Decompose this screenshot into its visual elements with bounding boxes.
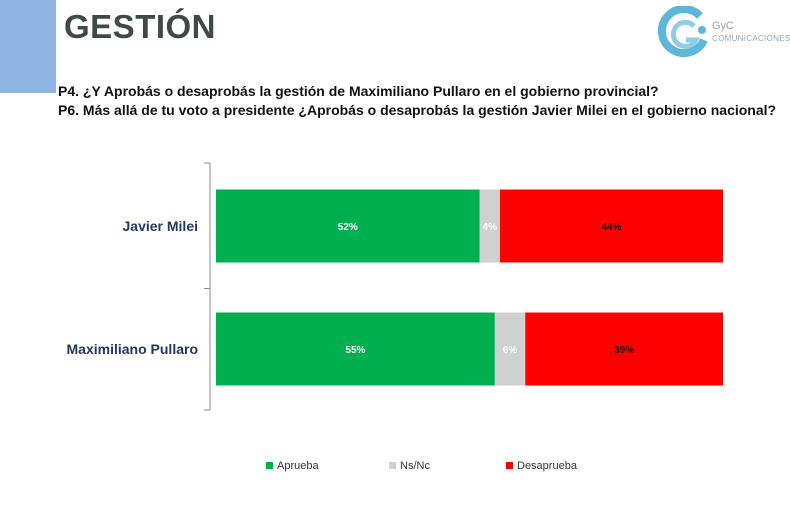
legend-swatch xyxy=(389,462,396,469)
bar-segment-aprueba xyxy=(216,312,495,386)
bar-segment-aprueba xyxy=(216,189,480,263)
legend-swatch xyxy=(266,462,273,469)
category-label: Javier Milei xyxy=(123,218,199,234)
legend-label: Aprueba xyxy=(277,460,319,472)
legend-swatch xyxy=(506,462,513,469)
logo-subtext: COMUNICACIONES xyxy=(712,34,790,43)
accent-bar xyxy=(0,0,56,93)
legend-label: Desaprueba xyxy=(517,460,578,472)
data-label: 39% xyxy=(614,345,634,356)
data-label: 55% xyxy=(345,345,365,356)
bar-segment-nsnc xyxy=(479,189,500,263)
data-label: 44% xyxy=(601,222,621,233)
question-p4: P4. ¿Y Aprobás o desaprobás la gestión d… xyxy=(58,83,659,99)
question-p6: P6. Más allá de tu voto a presidente ¿Ap… xyxy=(58,102,777,118)
bar-segment-desaprueba xyxy=(499,189,723,263)
bar-segment-nsnc xyxy=(494,312,526,386)
data-label: 4% xyxy=(483,222,498,233)
logo-mark-icon xyxy=(657,5,708,57)
bar-segment-desaprueba xyxy=(525,312,723,386)
data-label: 6% xyxy=(503,345,518,356)
data-label: 52% xyxy=(338,222,358,233)
legend-label: Ns/Nc xyxy=(400,460,430,472)
page-title: GESTIÓN xyxy=(64,8,217,45)
logo-text: GyC xyxy=(712,20,734,32)
company-logo: GyC COMUNICACIONES xyxy=(656,5,790,62)
category-label: Maximiliano Pullaro xyxy=(67,341,198,357)
